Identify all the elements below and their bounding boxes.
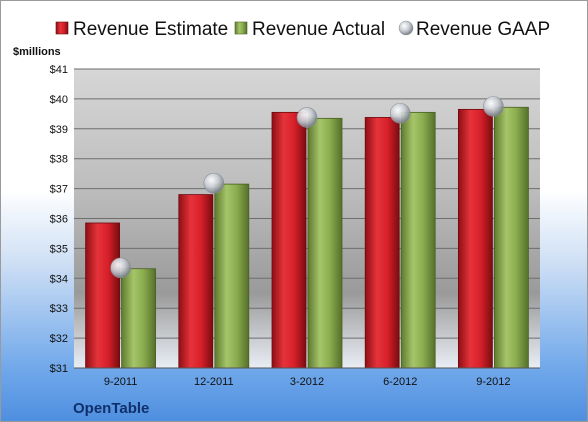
actual-bar (400, 111, 436, 369)
gaap-marker (296, 107, 318, 128)
estimate-bar (364, 117, 400, 369)
y-tick-label: $38 (50, 154, 68, 166)
y-tick-label: $40 (50, 94, 68, 106)
legend-swatch (55, 21, 69, 35)
gaap-markers (110, 96, 504, 279)
y-tick-label: $39 (50, 124, 68, 136)
y-tick-label: $35 (50, 243, 68, 255)
legend-swatch (398, 20, 414, 36)
x-tick-label: 9-2011 (104, 376, 137, 388)
estimate-bar (178, 194, 214, 369)
estimate-bar (271, 111, 307, 369)
actual-bar (214, 183, 250, 369)
y-tick-label: $33 (50, 303, 68, 315)
x-axis: 9-2011 12-2011 3-2012 6-2012 9-2012 (74, 367, 540, 388)
gaap-marker (203, 172, 225, 194)
actual-bar (307, 117, 343, 369)
y-tick-label: $31 (50, 363, 68, 375)
y-tick-label: $34 (50, 273, 68, 285)
x-tick-label: 9-2012 (476, 376, 510, 388)
actual-bar (493, 106, 529, 369)
gaap-marker (483, 96, 504, 117)
legend: Revenue Estimate Revenue Actual Revenue GA… (55, 19, 550, 40)
bars (85, 106, 529, 369)
x-tick-label: 12-2011 (194, 376, 234, 388)
unit-label: $millions (13, 46, 61, 58)
y-tick-label: $36 (50, 214, 68, 226)
gaap-marker (110, 257, 131, 279)
y-axis: $31 $32 $33 $34 $35 $36 $37 $38 $39 $40 $41 (50, 64, 68, 375)
y-tick-label: $37 (50, 184, 68, 196)
gaap-marker (389, 102, 411, 124)
y-tick-label: $32 (50, 333, 68, 345)
y-tick-label: $41 (50, 64, 68, 76)
company-label: OpenTable (73, 400, 149, 417)
x-tick-label: 3-2012 (290, 376, 324, 388)
legend-swatch (234, 21, 248, 35)
x-tick-label: 6-2012 (383, 376, 417, 388)
estimate-bar (457, 108, 493, 369)
legend-label: Revenue Estimate (73, 19, 228, 40)
legend-label: Revenue GAAP (416, 19, 550, 40)
actual-bar (121, 268, 156, 369)
estimate-bar (85, 222, 120, 369)
legend-label: Revenue Actual (252, 19, 385, 40)
